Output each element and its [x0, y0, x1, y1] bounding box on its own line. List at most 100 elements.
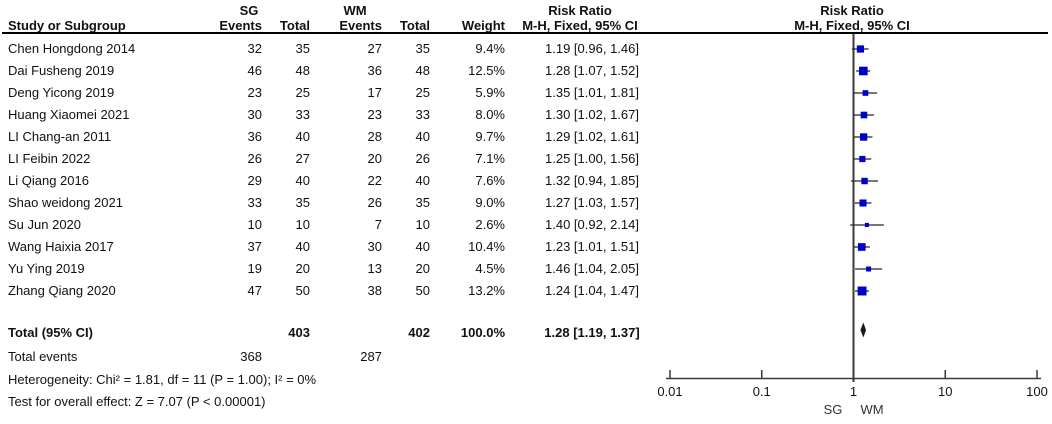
cell-ci_text: 1.40 [0.92, 2.14] [545, 217, 639, 232]
total-events-row: Total events 368 287 [0, 346, 690, 368]
cell-total_wm: 48 [415, 63, 430, 78]
effect-marker [861, 177, 868, 185]
heterogeneity-line: Heterogeneity: Chi² = 1.81, df = 11 (P =… [0, 369, 660, 391]
overall-effect-text: Test for overall effect: Z = 7.07 (P < 0… [8, 394, 266, 409]
effect-marker [859, 199, 867, 207]
table-row: Deng Yicong 2019 23 25 17 25 5.9% 1.35 [1.01, … [0, 82, 690, 104]
cell-ci_text: 1.32 [0.94, 1.85] [545, 173, 639, 188]
cell-name: Chen Hongdong 2014 [8, 41, 136, 56]
favours-left-label: SG [824, 402, 843, 417]
effect-marker [862, 90, 869, 96]
cell-ci_text: 1.30 [1.02, 1.67] [545, 107, 639, 122]
cell-weight: 13.2% [468, 283, 505, 298]
effect-marker [859, 133, 868, 141]
cell-ci_text: 1.46 [1.04, 2.05] [545, 261, 639, 276]
table-row: Li Qiang 2016 29 40 22 40 7.6% 1.32 [0.94, 1.8… [0, 170, 690, 192]
cell-ci_text: 1.35 [1.01, 1.81] [545, 85, 639, 100]
cell-weight: 5.9% [475, 85, 505, 100]
table-row: Chen Hongdong 2014 32 35 27 35 9.4% 1.19 [0.96… [0, 38, 690, 60]
table-row: Dai Fusheng 2019 46 48 36 48 12.5% 1.28 [1.07,… [0, 60, 690, 82]
cell-events_wm: 22 [367, 173, 382, 188]
cell-name: Shao weidong 2021 [8, 195, 123, 210]
table-row: Yu Ying 2019 19 20 13 20 4.5% 1.46 [1.04, 2.05… [0, 258, 690, 280]
cell-events_wm: 27 [367, 41, 382, 56]
cell-total_sg: 33 [295, 107, 310, 122]
cell-events_sg: 33 [247, 195, 262, 210]
total-events-label: Total events [8, 349, 78, 364]
total-wm: 402 [408, 325, 430, 340]
cell-events_wm: 7 [374, 217, 382, 232]
effect-marker [859, 155, 866, 163]
cell-events_sg: 32 [247, 41, 262, 56]
cell-weight: 2.6% [475, 217, 505, 232]
cell-name: Huang Xiaomei 2021 [8, 107, 130, 122]
effect-marker [864, 222, 869, 228]
cell-name: Li Qiang 2016 [8, 173, 89, 188]
stat-title-right: Risk Ratio [820, 3, 884, 18]
cell-ci_text: 1.23 [1.01, 1.51] [545, 239, 639, 254]
cell-ci_text: 1.27 [1.03, 1.57] [545, 195, 639, 210]
total-weight: 100.0% [460, 325, 505, 340]
favours-right-label: WM [860, 402, 883, 417]
cell-total_wm: 40 [415, 129, 430, 144]
cell-name: LI Chang-an 2011 [8, 129, 112, 144]
cell-events_wm: 13 [367, 261, 382, 276]
total-ci: 1.28 [1.19, 1.37] [544, 325, 640, 340]
col-header-ci-right: M-H, Fixed, 95% CI [794, 18, 910, 33]
cell-total_sg: 35 [295, 195, 310, 210]
cell-ci_text: 1.19 [0.96, 1.46] [545, 41, 639, 56]
cell-events_wm: 36 [367, 63, 382, 78]
stat-title-left: Risk Ratio [548, 3, 612, 18]
cell-events_wm: 23 [367, 107, 382, 122]
summary-diamond [860, 322, 867, 338]
cell-events_sg: 23 [247, 85, 262, 100]
cell-weight: 7.6% [475, 173, 505, 188]
cell-name: Su Jun 2020 [8, 217, 82, 232]
table-row: Zhang Qiang 2020 47 50 38 50 13.2% 1.24 [1.04,… [0, 280, 690, 302]
cell-total_wm: 33 [415, 107, 430, 122]
total-events-wm: 287 [360, 349, 382, 364]
cell-total_sg: 10 [295, 217, 310, 232]
cell-weight: 4.5% [475, 261, 505, 276]
cell-events_wm: 30 [367, 239, 382, 254]
cell-total_wm: 40 [415, 173, 430, 188]
cell-events_wm: 20 [367, 151, 382, 166]
total-events-sg: 368 [240, 349, 262, 364]
cell-total_wm: 35 [415, 195, 430, 210]
total-sg: 403 [288, 325, 310, 340]
total-row: Total (95% CI) 403 402 100.0% 1.28 [1.19… [0, 322, 690, 344]
cell-weight: 7.1% [475, 151, 505, 166]
cell-events_wm: 28 [367, 129, 382, 144]
cell-total_sg: 20 [295, 261, 310, 276]
cell-weight: 9.7% [475, 129, 505, 144]
cell-weight: 10.4% [468, 239, 505, 254]
cell-events_sg: 26 [247, 151, 262, 166]
cell-events_sg: 19 [247, 261, 262, 276]
tick-label: 0.01 [657, 384, 682, 399]
cell-ci_text: 1.24 [1.04, 1.47] [545, 283, 639, 298]
cell-total_sg: 48 [295, 63, 310, 78]
cell-total_sg: 40 [295, 129, 310, 144]
group-label-wm: WM [343, 3, 367, 18]
cell-name: Zhang Qiang 2020 [8, 283, 116, 298]
cell-name: Wang Haixia 2017 [8, 239, 114, 254]
col-header-ci-left: M-H, Fixed, 95% CI [522, 18, 638, 33]
effect-marker [866, 266, 872, 272]
cell-name: Dai Fusheng 2019 [8, 63, 115, 78]
effect-marker [856, 45, 865, 53]
table-row: Wang Haixia 2017 37 40 30 40 10.4% 1.23 [1.01,… [0, 236, 690, 258]
group-label-sg: SG [239, 3, 259, 18]
cell-weight: 9.4% [475, 41, 505, 56]
cell-total_wm: 35 [415, 41, 430, 56]
cell-total_wm: 20 [415, 261, 430, 276]
cell-total_sg: 27 [295, 151, 310, 166]
cell-total_wm: 25 [415, 85, 430, 100]
cell-events_wm: 17 [367, 85, 382, 100]
cell-events_sg: 46 [247, 63, 262, 78]
table-row: LI Chang-an 2011 36 40 28 40 9.7% 1.29 [1.02, … [0, 126, 690, 148]
tick-label: 1 [850, 384, 857, 399]
cell-ci_text: 1.28 [1.07, 1.52] [545, 63, 639, 78]
table-row: Huang Xiaomei 2021 30 33 23 33 8.0% 1.30 [1.02… [0, 104, 690, 126]
cell-total_wm: 10 [415, 217, 430, 232]
cell-events_sg: 47 [247, 283, 262, 298]
